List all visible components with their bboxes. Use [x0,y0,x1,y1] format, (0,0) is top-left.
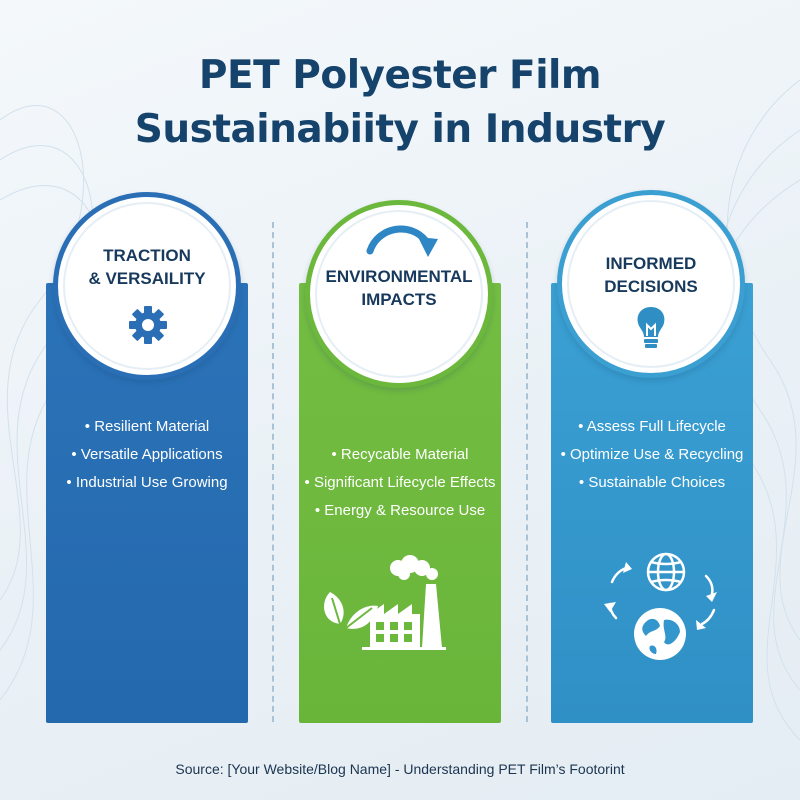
circle-informed: INFORMED DECISIONS [557,190,745,378]
circle-title-line1: ENVIRONMENTAL [325,267,473,286]
bullet-list-traction: Resilient Material Versatile Application… [46,413,248,497]
circle-title-line1: INFORMED [605,254,697,273]
circle-title-traction: TRACTION & VERSAILITY [58,244,236,290]
list-item: Versatile Applications [46,441,248,469]
gear-icon [129,306,167,344]
list-item: Optimize Use & Recycling [551,441,753,469]
circle-title-informed: INFORMED DECISIONS [562,252,740,298]
page-title-line2: Sustainabiity in Industry [134,107,666,152]
circle-title-line1: TRACTION [103,246,191,265]
list-item: Significant Lifecycle Effects [292,469,508,497]
circle-title-line2: DECISIONS [604,277,698,296]
list-item: Energy & Resource Use [292,497,508,525]
circle-title-line2: IMPACTS [361,290,437,309]
list-item: Assess Full Lifecycle [551,413,753,441]
divider-left [272,222,274,722]
lightbulb-icon [637,307,665,348]
globes-cycle-icon [604,552,717,660]
circle-traction: TRACTION & VERSAILITY [53,192,241,380]
divider-right [526,222,528,722]
list-item: Sustainable Choices [551,469,753,497]
curved-arrow-icon [366,225,438,257]
list-item: Resilient Material [46,413,248,441]
bullet-list-informed: Assess Full Lifecycle Optimize Use & Rec… [551,413,753,497]
source-footnote: Source: [Your Website/Blog Name] - Under… [175,761,625,777]
circle-title-environmental: ENVIRONMENTAL IMPACTS [310,265,488,311]
circle-environmental: ENVIRONMENTAL IMPACTS [305,200,493,388]
bullet-list-environmental: Recycable Material Significant Lifecycle… [292,441,508,525]
page-title-line1: PET Polyester Film [198,53,602,98]
factory-with-leaves-icon [324,555,446,650]
circle-title-line2: & VERSAILITY [88,269,206,288]
list-item: Industrial Use Growing [46,469,248,497]
list-item: Recycable Material [292,441,508,469]
